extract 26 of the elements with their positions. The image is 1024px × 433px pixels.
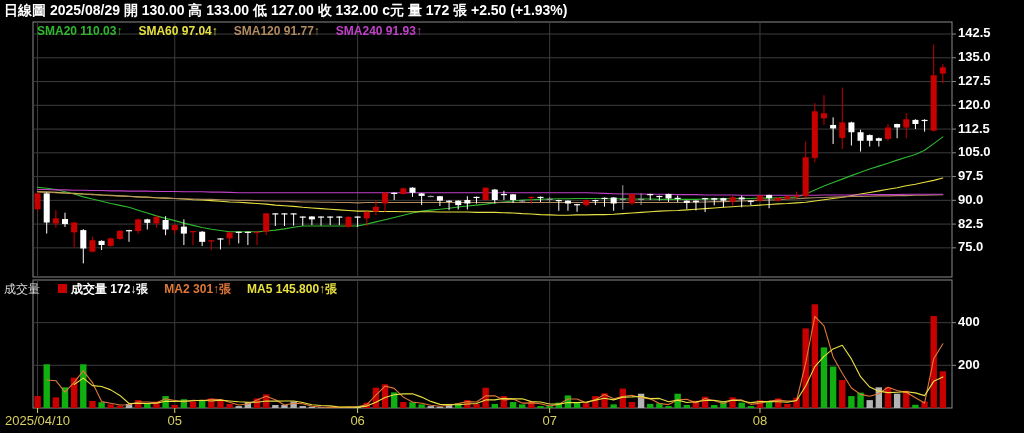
legend-label: 成交量 172↓張 bbox=[70, 282, 150, 296]
x-tick-label: 07 bbox=[542, 413, 557, 428]
x-tick-label: 06 bbox=[350, 413, 365, 428]
y-tick-label: 112.5 bbox=[958, 120, 990, 136]
y-tick-label: 120.0 bbox=[958, 96, 991, 112]
y-tick-label: 400 bbox=[958, 314, 980, 330]
y-tick-label: 75.0 bbox=[958, 239, 984, 255]
text: MA2 301↑張 bbox=[164, 282, 233, 296]
y-tick-label: 90.0 bbox=[958, 191, 984, 207]
y-tick-label: 105.0 bbox=[958, 144, 991, 160]
x-tick-label: 05 bbox=[167, 413, 182, 428]
x-tick-label: 2025/04/10 bbox=[5, 413, 71, 428]
x-tick-label: 08 bbox=[752, 413, 768, 428]
text: SMA240 91.93↑ bbox=[335, 24, 422, 38]
chart-title: 成交量 bbox=[4, 282, 40, 296]
y-tick-label: 82.5 bbox=[958, 215, 984, 231]
y-tick-label: 142.5 bbox=[958, 25, 991, 41]
y-tick-label: 127.5 bbox=[958, 72, 991, 88]
y-tick-label: 135.0 bbox=[958, 49, 991, 65]
text: SMA60 97.04↑ bbox=[138, 24, 218, 38]
y-tick-label: 200 bbox=[958, 356, 980, 372]
text: MA5 145.800↑張 bbox=[247, 282, 339, 296]
text: SMA20 110.03↑ bbox=[37, 24, 123, 38]
text: SMA120 91.77↑ bbox=[233, 24, 320, 38]
y-tick-label: 97.5 bbox=[958, 168, 984, 184]
chart-title: 日線圖 2025/08/29 開 130.00 高 133.00 低 127.00 收 132.00 c元 量 172 張 +2.50 (+1.93%) bbox=[4, 2, 568, 18]
